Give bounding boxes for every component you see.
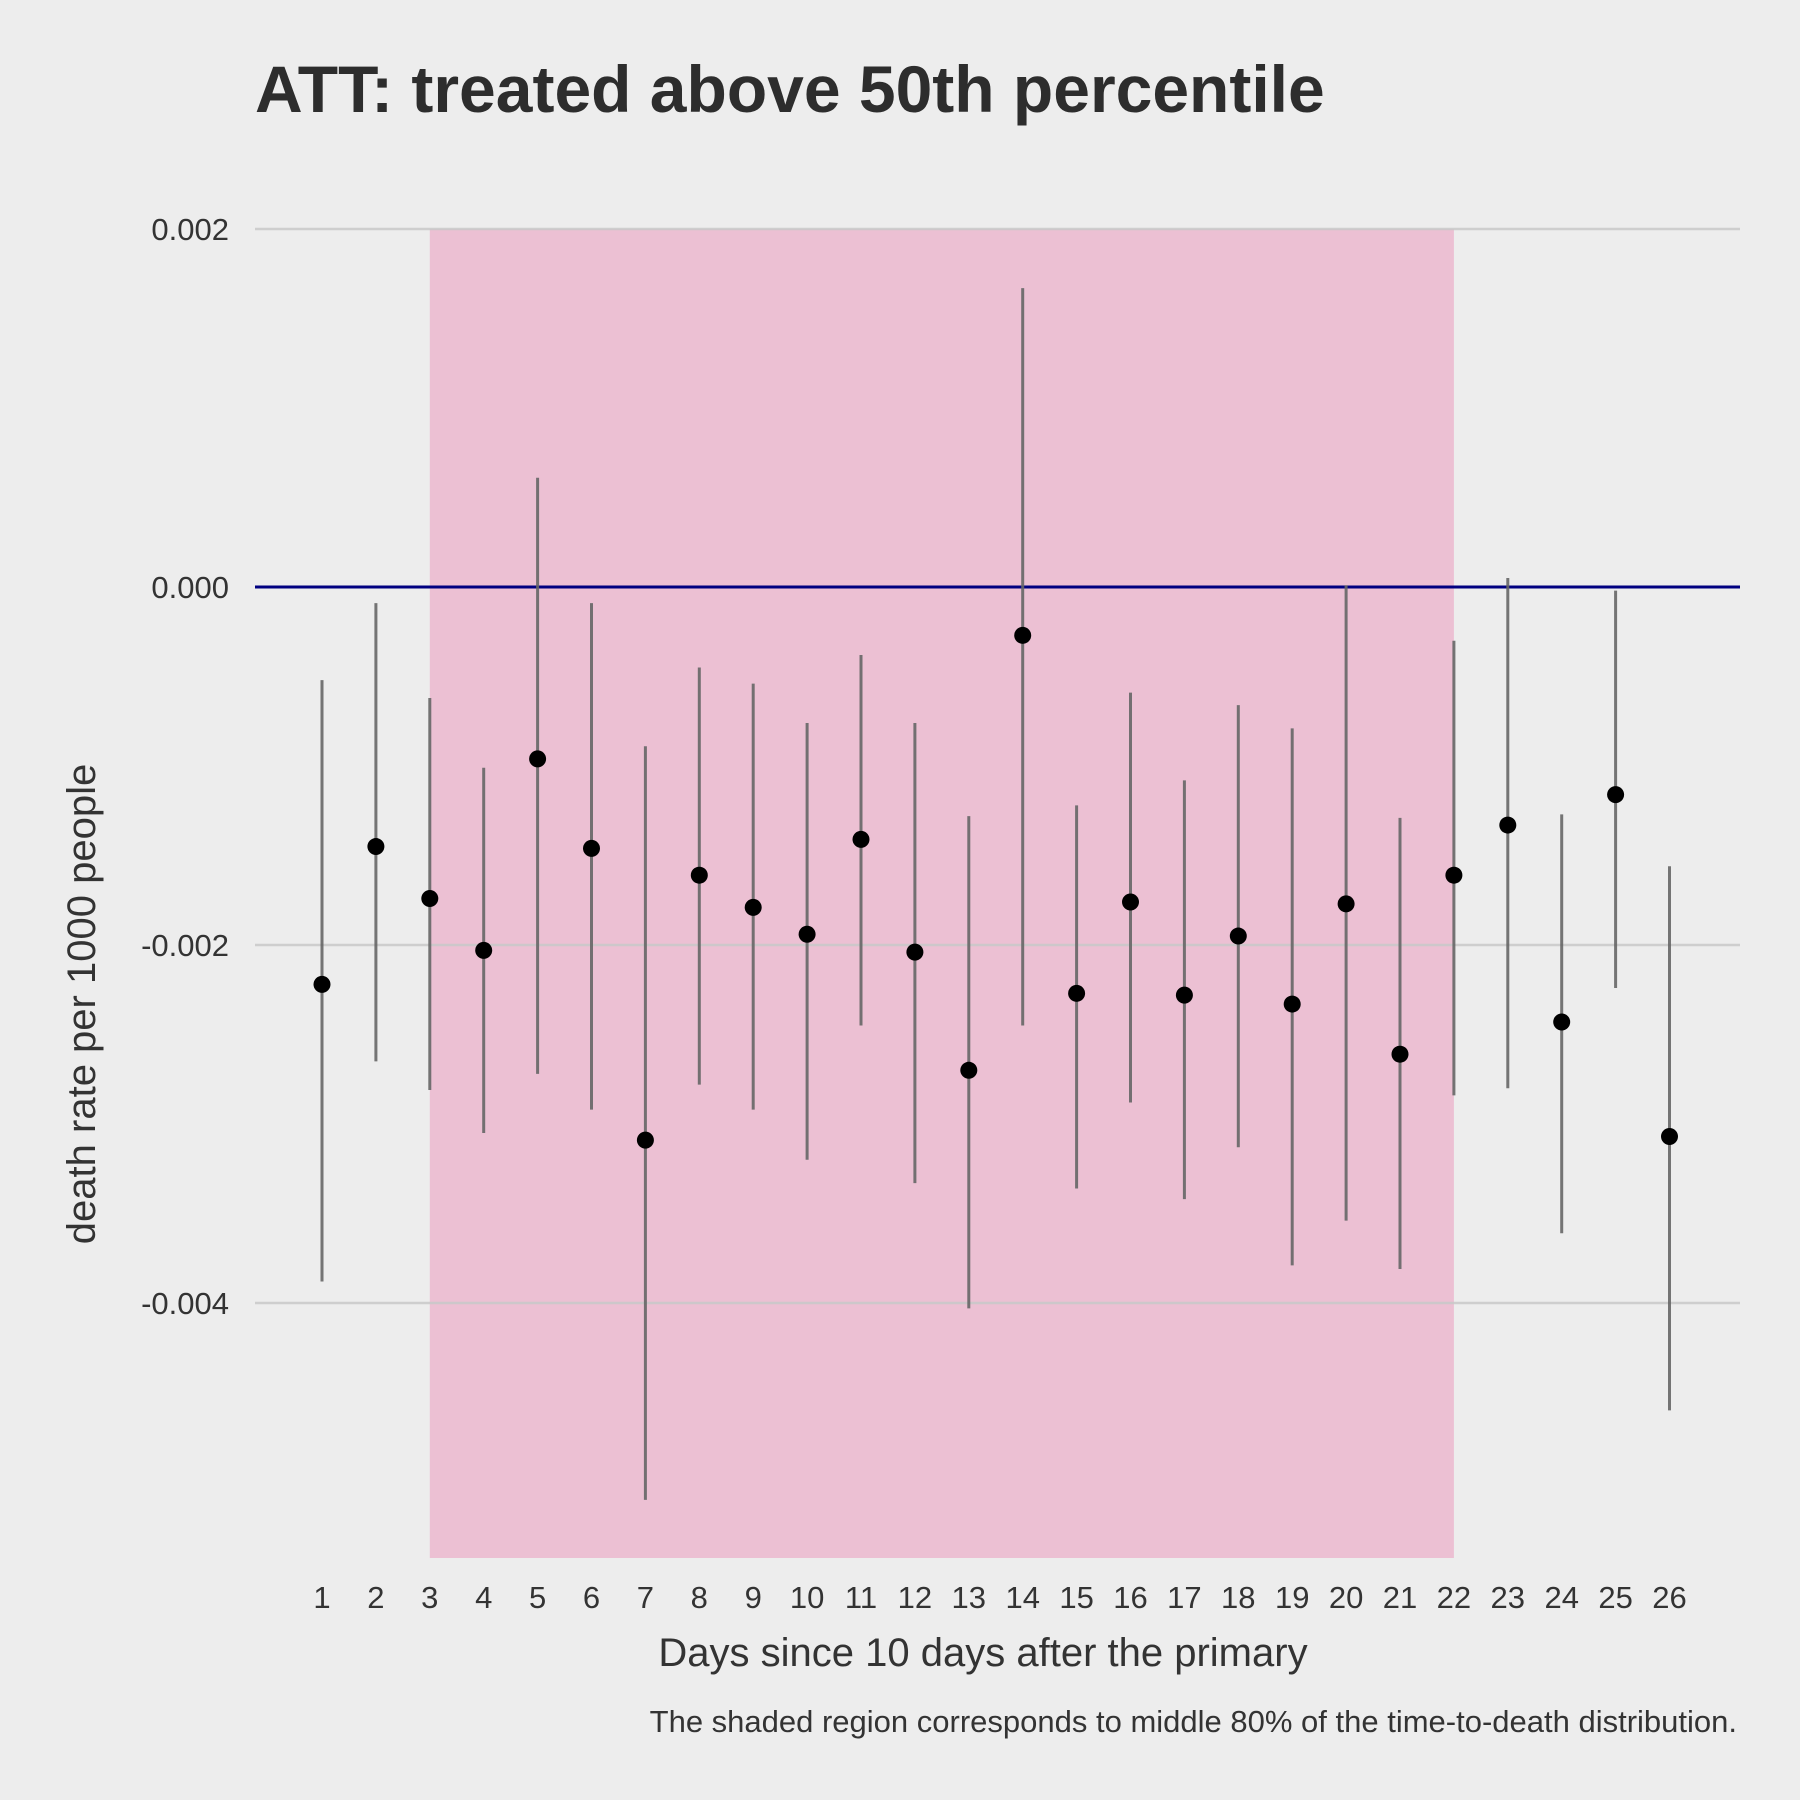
x-tick-label: 2 [367,1580,384,1615]
x-tick-label: 7 [637,1580,654,1615]
data-point [906,943,924,961]
y-tick-label: -0.002 [141,928,229,963]
x-tick-label: 24 [1544,1580,1578,1615]
chart-title: ATT: treated above 50th percentile [255,52,1325,126]
data-point [583,839,600,857]
x-tick-label: 4 [475,1580,492,1615]
x-tick-label: 23 [1491,1580,1525,1615]
data-point [1553,1013,1571,1031]
data-point [1445,866,1463,884]
data-point [529,750,547,768]
y-tick-label: 0.002 [151,212,229,247]
x-tick-label: 1 [313,1580,330,1615]
x-tick-label: 3 [421,1580,438,1615]
x-tick-label: 22 [1437,1580,1471,1615]
x-tick-label: 20 [1329,1580,1363,1615]
data-point [367,838,385,856]
data-point [475,941,493,959]
y-tick-label: -0.004 [141,1286,229,1321]
data-point [960,1061,978,1079]
data-point [1068,984,1086,1002]
x-tick-label: 15 [1059,1580,1093,1615]
shaded-region [429,229,1454,1558]
x-tick-label: 9 [745,1580,762,1615]
y-tick-label: 0.000 [151,570,229,605]
data-point [1607,786,1625,804]
data-point [744,898,762,916]
x-tick-label: 21 [1383,1580,1417,1615]
data-point [1283,995,1301,1013]
x-tick-label: 11 [845,1580,877,1615]
x-tick-label: 25 [1598,1580,1632,1615]
x-tick-label: 14 [1005,1580,1039,1615]
x-tick-label: 10 [790,1580,824,1615]
data-point [852,830,870,848]
x-tick-label: 17 [1167,1580,1201,1615]
data-point [1499,816,1517,834]
x-tick-label: 26 [1652,1580,1686,1615]
data-point [421,889,439,907]
x-tick-label: 5 [529,1580,546,1615]
data-point [313,975,331,993]
data-point [1391,1045,1409,1063]
x-axis-label: Days since 10 days after the primary [658,1631,1307,1675]
x-tick-label: 19 [1275,1580,1309,1615]
chart-caption: The shaded region corresponds to middle … [650,1704,1737,1739]
x-tick-label: 12 [898,1580,932,1615]
data-point [1122,893,1139,911]
data-point [1337,895,1355,913]
data-point [1229,927,1247,945]
x-tick-label: 18 [1221,1580,1255,1615]
data-point [690,866,708,884]
data-point [1661,1128,1678,1146]
data-point [1175,986,1193,1004]
y-axis-label: death rate per 1000 people [60,764,104,1244]
x-tick-label: 8 [691,1580,708,1615]
data-point [798,925,816,943]
data-point [1014,626,1032,644]
data-point [636,1131,654,1149]
x-tick-label: 13 [952,1580,986,1615]
x-tick-label: 6 [583,1580,600,1615]
x-tick-label: 16 [1113,1580,1147,1615]
